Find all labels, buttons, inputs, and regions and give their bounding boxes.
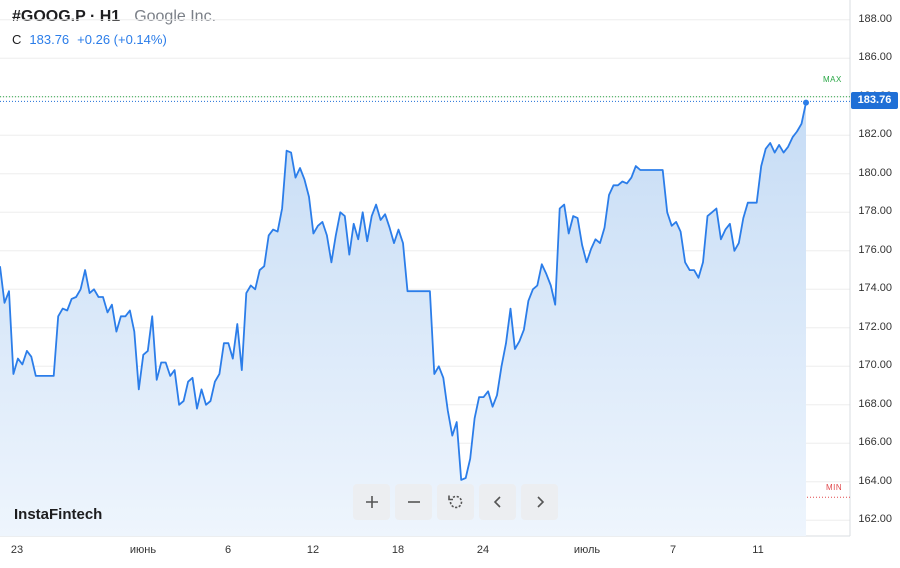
price-area [0, 102, 806, 536]
minus-icon [407, 501, 420, 503]
reset-button[interactable] [437, 484, 474, 520]
close-label: C [12, 32, 22, 47]
price-change: +0.26 (+0.14%) [77, 32, 167, 47]
y-tick-label: 182.00 [858, 128, 892, 141]
reset-icon [447, 495, 462, 509]
chevron-left-icon [493, 496, 501, 508]
y-tick-label: 166.00 [858, 436, 892, 449]
quote-row: C 183.76 +0.26 (+0.14%) [12, 32, 216, 47]
x-tick-label: 12 [306, 544, 320, 556]
x-tick-label: 24 [476, 544, 490, 556]
close-value: 183.76 [29, 32, 70, 47]
zoom-in-button[interactable] [353, 484, 390, 520]
y-tick-label: 180.00 [858, 166, 892, 179]
x-tick-label: 11 [752, 544, 764, 556]
max-label: MAX [823, 75, 842, 84]
y-tick-label: 188.00 [858, 12, 892, 25]
x-tick-label: 23 [10, 544, 24, 556]
last-price-dot [803, 99, 809, 106]
chart-toolbar [353, 484, 558, 520]
price-line [0, 102, 807, 481]
y-tick-label: 162.00 [858, 513, 892, 526]
y-tick-label: 172.00 [858, 320, 892, 333]
scroll-left-button[interactable] [479, 484, 516, 520]
y-tick-label: 186.00 [858, 51, 892, 64]
x-tick-label: 18 [391, 544, 405, 556]
x-tick-label: июль [573, 544, 601, 556]
x-tick-label: 7 [669, 544, 677, 556]
x-tick-label: 6 [224, 544, 232, 556]
scroll-right-button[interactable] [521, 484, 558, 520]
zoom-out-button[interactable] [395, 484, 432, 520]
company-name: Google Inc. [134, 8, 217, 25]
y-tick-label: 164.00 [858, 474, 892, 487]
x-tick-label: июнь [129, 544, 157, 556]
y-tick-label: 178.00 [858, 205, 892, 218]
y-tick-label: 168.00 [858, 397, 892, 410]
y-tick-label: 170.00 [858, 359, 892, 372]
chart-header: #GOOG.P · H1 Google Inc. C 183.76 +0.26 … [12, 8, 216, 47]
last-price-badge: 183.76 [851, 92, 898, 109]
brand-logo: InstaFintech [14, 506, 103, 523]
y-tick-label: 176.00 [858, 243, 892, 256]
y-tick-label: 174.00 [858, 282, 892, 295]
plus-icon [365, 496, 378, 508]
symbol-title: #GOOG.P · H1 [12, 8, 121, 25]
min-label: MIN [826, 483, 843, 492]
chevron-right-icon [536, 496, 544, 508]
